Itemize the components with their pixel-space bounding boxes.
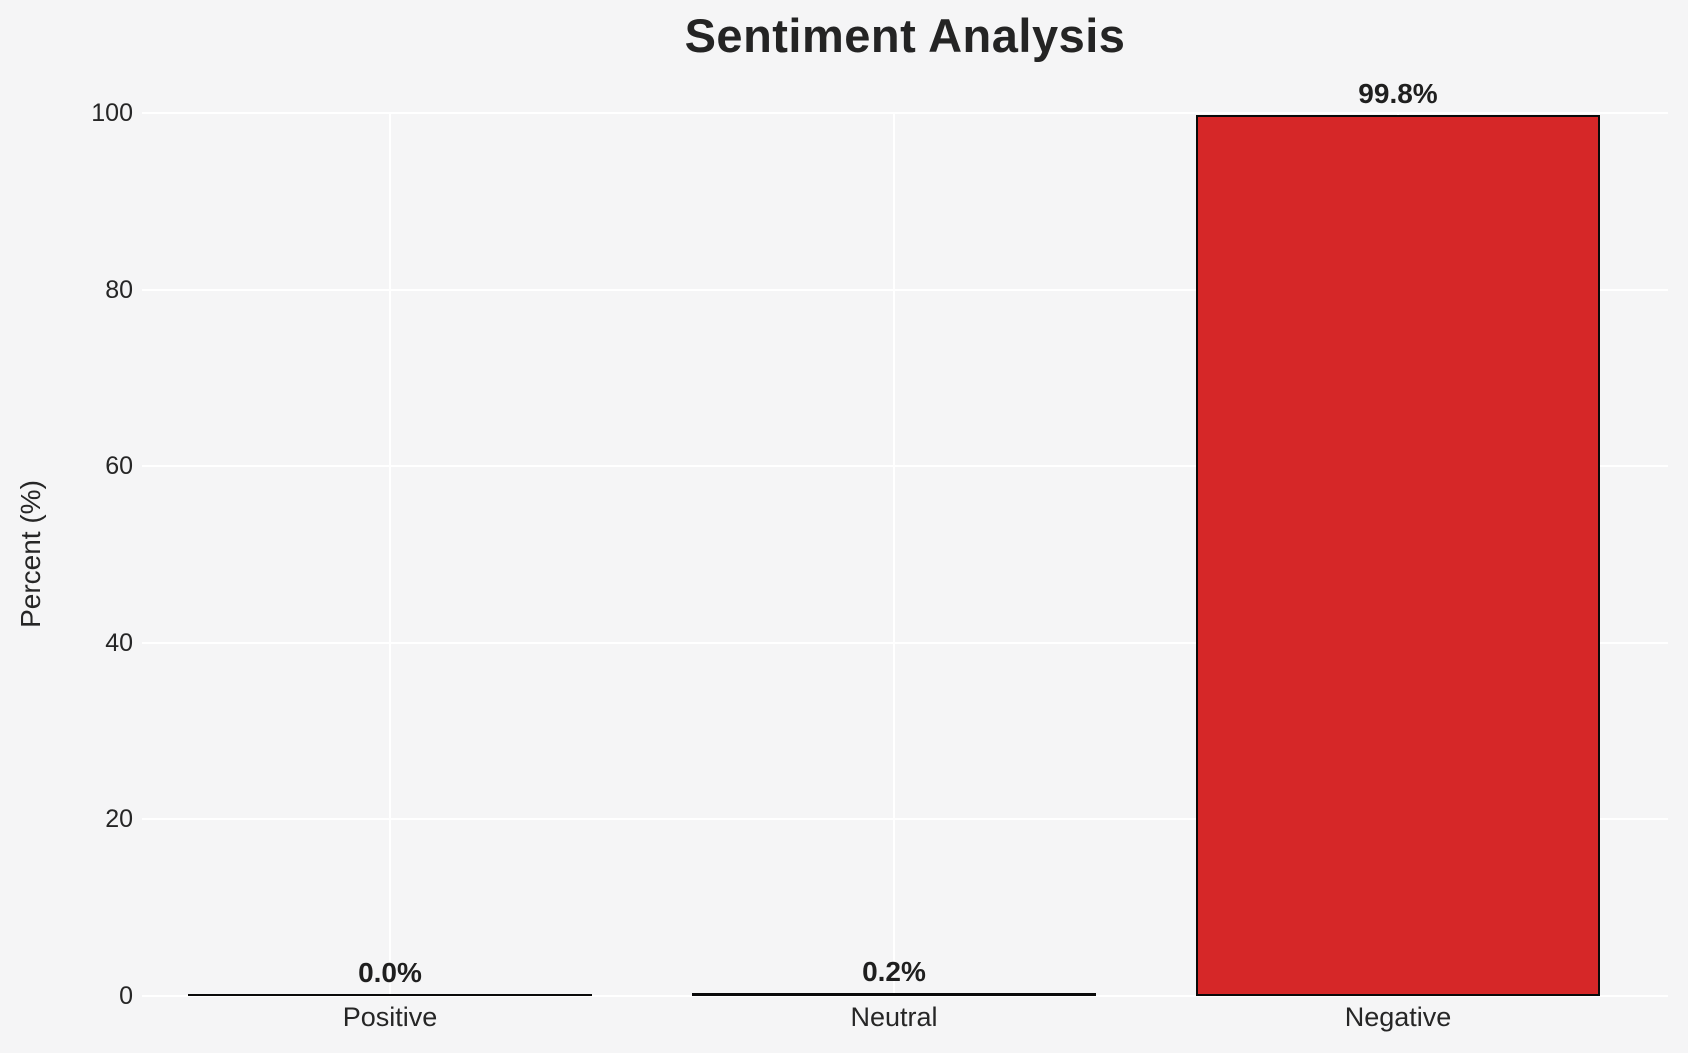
ytick-label-0: 0 (119, 982, 133, 1010)
ytick-label-40: 40 (105, 628, 133, 657)
gridline-x-positive (389, 113, 391, 996)
value-label-positive: 0.0% (358, 957, 422, 988)
ytick-label-60: 60 (105, 452, 133, 481)
y-axis-label: Percent (%) (15, 480, 46, 628)
gridline-y-60 (142, 465, 1668, 468)
value-label-neutral: 0.2% (862, 956, 926, 987)
ytick-label-20: 20 (105, 805, 133, 834)
gridline-y-0 (142, 995, 1668, 997)
bar-positive (188, 994, 592, 996)
ytick-label-100: 100 (91, 99, 133, 127)
xtick-label-neutral: Neutral (850, 1002, 938, 1032)
gridline-y-80 (142, 288, 1668, 291)
chart-title: Sentiment Analysis (684, 9, 1126, 62)
gridline-x-neutral (893, 113, 895, 996)
value-label-negative: 99.8% (1358, 78, 1438, 109)
bar-negative (1196, 115, 1600, 996)
gridline-y-40 (142, 641, 1668, 644)
xtick-label-negative: Negative (1344, 1002, 1452, 1032)
gridline-y-20 (142, 818, 1668, 821)
gridline-y-100 (142, 112, 1668, 114)
bar-neutral (692, 993, 1096, 996)
xtick-label-positive: Positive (342, 1002, 438, 1032)
plot-area: 0.0% 0.2% 99.8% (142, 78, 1668, 997)
ytick-label-80: 80 (105, 275, 133, 304)
